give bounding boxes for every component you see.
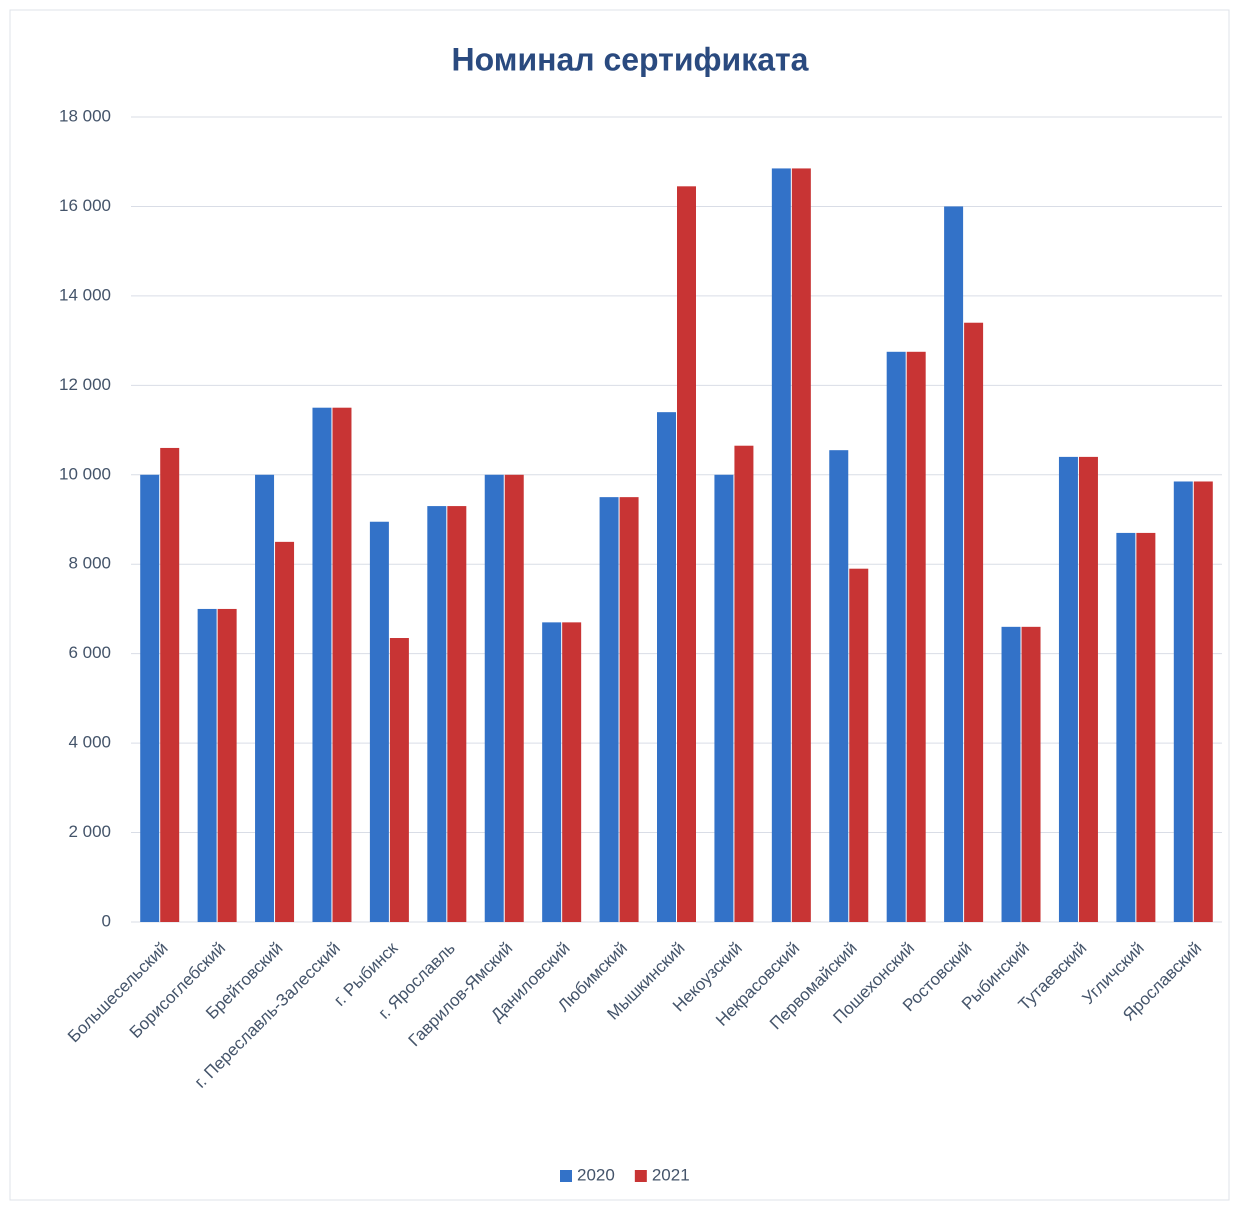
- bar: [160, 447, 180, 922]
- bar: [332, 407, 352, 922]
- y-tick-label: 8 000: [68, 554, 111, 573]
- bar: [1021, 626, 1041, 922]
- y-tick-label: 10 000: [59, 464, 111, 483]
- bar: [906, 351, 926, 923]
- bar: [1173, 481, 1193, 922]
- bar: [504, 474, 524, 922]
- bar: [255, 474, 275, 922]
- legend-swatch: [560, 1170, 572, 1182]
- y-tick-label: 2 000: [68, 822, 111, 841]
- bar: [1116, 532, 1136, 922]
- chart-title: Номинал сертификата: [452, 41, 809, 77]
- bar: [771, 168, 791, 923]
- y-tick-label: 16 000: [59, 196, 111, 215]
- bar: [791, 168, 811, 923]
- bar: [886, 351, 906, 923]
- bar: [484, 474, 504, 922]
- bar: [197, 608, 217, 922]
- bar: [447, 506, 467, 922]
- bar: [389, 638, 409, 922]
- bar: [275, 541, 295, 922]
- y-tick-label: 12 000: [59, 375, 111, 394]
- bar: [1136, 532, 1156, 922]
- bar: [369, 521, 389, 922]
- bar: [714, 474, 734, 922]
- y-tick-label: 18 000: [59, 106, 111, 125]
- legend-swatch: [634, 1170, 647, 1182]
- bar: [140, 474, 160, 922]
- bar: [1058, 456, 1078, 922]
- bar: [599, 497, 619, 922]
- bar: [944, 206, 964, 922]
- chart-frame: [9, 9, 1230, 1201]
- bar: [657, 412, 676, 922]
- bar: [542, 622, 562, 922]
- y-tick-label: 6 000: [68, 643, 111, 662]
- y-tick-label: 0: [102, 911, 111, 930]
- bar: [1193, 481, 1213, 922]
- bar: [734, 445, 754, 922]
- bar: [312, 407, 332, 922]
- bar: [1001, 626, 1021, 922]
- bar: [829, 450, 849, 922]
- legend-label: 2021: [652, 1165, 690, 1184]
- bar: [849, 568, 869, 922]
- legend-label: 2020: [577, 1165, 615, 1184]
- y-tick-label: 14 000: [59, 285, 111, 304]
- bar: [217, 608, 237, 922]
- bar: [1078, 456, 1098, 922]
- bar: [427, 506, 447, 922]
- bar: [677, 186, 696, 922]
- bar: [619, 497, 639, 922]
- bar: [562, 622, 582, 922]
- bar: [964, 322, 984, 922]
- y-tick-label: 4 000: [68, 733, 111, 752]
